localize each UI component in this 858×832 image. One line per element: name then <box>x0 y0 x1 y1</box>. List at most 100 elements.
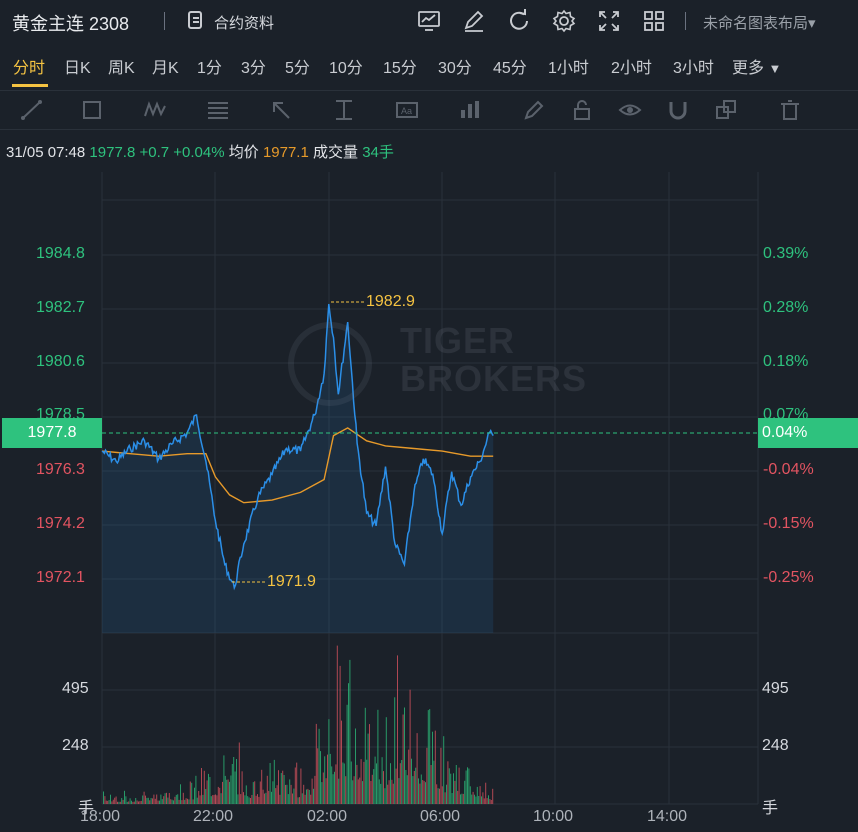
volume-bar <box>115 796 117 804</box>
tab-3hour[interactable]: 3小时 <box>673 60 714 77</box>
instrument-title[interactable]: 黄金主连 2308 <box>12 14 130 34</box>
avg-price-label: 均价 <box>228 144 259 161</box>
volume-bar <box>478 796 480 804</box>
volume-bar <box>304 794 306 804</box>
volume-bar <box>181 800 183 804</box>
volume-bar <box>223 755 225 804</box>
measure-icon[interactable] <box>332 98 356 122</box>
lock-icon[interactable] <box>570 98 594 122</box>
volume-bar <box>105 800 107 804</box>
volume-bar <box>142 795 144 804</box>
volume-value: 34手 <box>362 144 394 161</box>
tab-1min[interactable]: 1分 <box>197 60 222 77</box>
y-tick-left: 1976.3 <box>36 461 85 478</box>
title-bar: 黄金主连 2308 合约资料 未命名图表布局▾ <box>0 0 858 44</box>
trash-icon[interactable] <box>778 98 802 122</box>
fibonacci-icon[interactable] <box>206 98 230 122</box>
volume-bar <box>355 728 356 804</box>
tab-more[interactable]: 更多 ▼ <box>732 54 781 78</box>
tab-3min[interactable]: 3分 <box>241 60 266 77</box>
x-tick: 22:00 <box>193 808 234 825</box>
layout-name-dropdown[interactable]: 未命名图表布局▾ <box>703 12 816 33</box>
chart-settings-icon[interactable] <box>416 8 442 34</box>
y-tick-right: 0.39% <box>763 245 809 262</box>
tab-timeshare[interactable]: 分时 <box>13 60 46 77</box>
current-price-tag: 1977.8 <box>2 418 102 448</box>
volume-bar <box>209 777 211 804</box>
volume-bar <box>269 763 271 804</box>
tab-5min[interactable]: 5分 <box>285 60 310 77</box>
volume-bar <box>145 795 146 804</box>
volume-bar <box>261 769 263 804</box>
tab-weekly[interactable]: 周K <box>108 60 135 77</box>
magnet-icon[interactable] <box>666 98 690 122</box>
timeframe-bar: 分时 日K 周K 月K 1分 3分 5分 10分 15分 30分 45分 1小时… <box>0 44 858 88</box>
tab-2hour[interactable]: 2小时 <box>611 60 652 77</box>
pattern-icon[interactable] <box>143 98 167 122</box>
arrow-icon[interactable] <box>269 98 293 122</box>
grid-layout-icon[interactable] <box>641 8 667 34</box>
layers-icon[interactable] <box>714 98 738 122</box>
volume-bar <box>285 784 286 804</box>
eye-icon[interactable] <box>618 98 642 122</box>
gear-icon[interactable] <box>551 8 577 34</box>
volume-bar <box>436 784 438 804</box>
tab-daily[interactable]: 日K <box>64 60 91 77</box>
volume-bar <box>293 788 295 804</box>
trend-line-icon[interactable] <box>20 98 44 122</box>
volume-bar <box>471 794 473 804</box>
separator <box>685 12 686 30</box>
volume-bar <box>154 798 156 804</box>
tab-30min[interactable]: 30分 <box>438 60 472 77</box>
volume-bar <box>159 800 160 804</box>
volume-bar <box>322 772 324 804</box>
volume-bar <box>479 786 481 804</box>
timeshare-chart[interactable] <box>0 170 858 832</box>
volume-bar <box>167 797 169 804</box>
tab-1hour[interactable]: 1小时 <box>548 60 589 77</box>
volume-bar <box>299 797 300 804</box>
tab-45min[interactable]: 45分 <box>493 60 527 77</box>
volume-bar <box>280 773 282 804</box>
fullscreen-icon[interactable] <box>596 8 622 34</box>
volume-bar <box>241 771 243 804</box>
y-tick-right: -0.15% <box>763 515 814 532</box>
volume-bar <box>422 780 424 804</box>
volume-bar <box>369 724 370 804</box>
volume-bar <box>378 779 380 804</box>
watermark-line1: TIGER <box>400 320 516 361</box>
volume-bar <box>243 792 244 804</box>
indicator-icon[interactable] <box>458 98 482 122</box>
contract-info-button[interactable]: 合约资料 <box>214 15 275 32</box>
quote-change: +0.7 <box>139 144 170 161</box>
rectangle-icon[interactable] <box>80 98 104 122</box>
volume-bar <box>171 799 173 804</box>
x-tick: 06:00 <box>420 808 461 825</box>
tab-10min[interactable]: 10分 <box>329 60 363 77</box>
volume-bar <box>152 798 153 804</box>
volume-bar <box>164 793 166 804</box>
volume-bar <box>150 798 152 804</box>
quote-change-pct: +0.04% <box>173 144 225 161</box>
volume-bar <box>273 759 275 804</box>
volume-bar <box>373 769 375 804</box>
volume-bar <box>367 733 369 804</box>
volume-bar <box>430 765 432 804</box>
volume-bar <box>483 798 485 804</box>
volume-bar <box>257 794 258 804</box>
volume-bar <box>128 801 130 804</box>
x-tick: 18:00 <box>80 808 121 825</box>
edit-icon[interactable] <box>461 8 487 34</box>
tab-monthly[interactable]: 月K <box>152 60 179 77</box>
volume-bar <box>161 799 163 804</box>
refresh-icon[interactable] <box>506 8 532 34</box>
volume-bar <box>301 793 303 804</box>
volume-bar <box>412 776 414 804</box>
volume-bar <box>419 783 421 804</box>
text-icon[interactable]: Aa <box>395 98 419 122</box>
volume-bar <box>111 801 113 804</box>
volume-bar <box>486 798 488 804</box>
document-icon[interactable] <box>188 11 202 29</box>
tab-15min[interactable]: 15分 <box>383 60 417 77</box>
pen-icon[interactable] <box>522 98 546 122</box>
